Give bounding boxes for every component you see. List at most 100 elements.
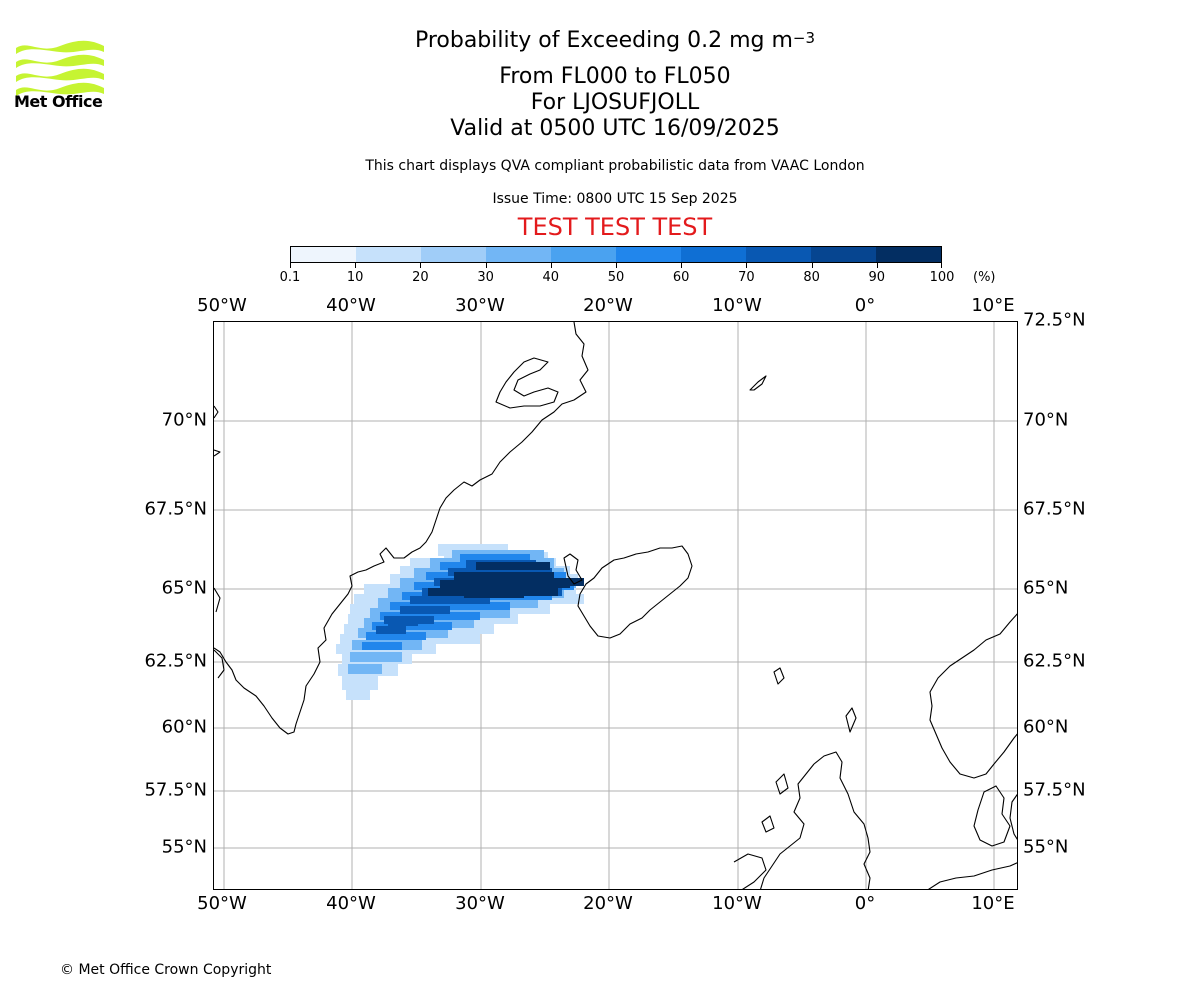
- jan-mayen-coast: [749, 375, 767, 391]
- colorbar-segment: [291, 247, 356, 262]
- colorbar-tick-label: 10: [346, 270, 364, 285]
- colorbar-tick: [941, 263, 942, 268]
- labrador-coast: [214, 405, 225, 679]
- colorbar-tick: [355, 263, 357, 268]
- plume-cell: [454, 572, 554, 580]
- chart-subtitle: This chart displays QVA compliant probab…: [365, 158, 865, 174]
- test-banner: TEST TEST TEST: [517, 213, 713, 241]
- lon-label-bottom: 30°W: [455, 893, 505, 914]
- shetland-coast: [845, 707, 857, 733]
- lat-label-right: 55°N: [1023, 836, 1069, 858]
- map-panel: [213, 321, 1018, 890]
- denmark-coast: [973, 785, 1011, 847]
- colorbar-tick-label: 50: [607, 270, 625, 285]
- lon-label-bottom: 20°W: [583, 893, 633, 914]
- plume-cell: [376, 626, 406, 634]
- lat-label-left: 70°N: [161, 409, 207, 431]
- colorbar-tick-label: 90: [868, 270, 886, 285]
- lat-label-left: 57.5°N: [144, 779, 207, 801]
- logo-text: Met Office: [14, 92, 103, 111]
- lat-label-left: 60°N: [161, 716, 207, 738]
- colorbar-segment: [746, 247, 811, 262]
- scotland-coast: [760, 751, 871, 889]
- plume-cell: [350, 652, 402, 662]
- coastlines: [214, 322, 1017, 889]
- plume-cell: [476, 562, 550, 570]
- colorbar-tick-label: 80: [803, 270, 820, 285]
- chart-title-exponent: −3: [792, 29, 816, 47]
- norway-coast: [929, 613, 1017, 779]
- faroes-coast: [773, 667, 785, 685]
- lon-label-bottom: 10°W: [712, 893, 762, 914]
- lat-label-left: 65°N: [161, 577, 207, 599]
- colorbar-tick-label: 70: [738, 270, 755, 285]
- copyright-notice: © Met Office Crown Copyright: [60, 962, 272, 978]
- colorbar-segment: [356, 247, 421, 262]
- gridlines: [214, 322, 1017, 889]
- greenland-east-inlet: [563, 553, 583, 585]
- colorbar-tick-label: 0.1: [279, 270, 301, 285]
- colorbar-tick: [485, 263, 487, 268]
- colorbar-segment: [486, 247, 551, 262]
- lon-label-top: 20°W: [583, 295, 633, 316]
- colorbar-unit: (%): [973, 270, 996, 285]
- colorbar: [290, 246, 942, 263]
- plume-cell: [440, 580, 570, 588]
- greenland-fjord-north: [495, 357, 559, 409]
- lat-label-right: 60°N: [1023, 716, 1069, 738]
- met-office-logo: [16, 40, 104, 96]
- colorbar-tick: [550, 263, 552, 268]
- colorbar-segment: [616, 247, 681, 262]
- lon-label-top: 0°: [854, 295, 876, 316]
- ireland-coast: [733, 853, 767, 889]
- plume-cell: [400, 606, 450, 614]
- greenland-coast: [214, 322, 589, 735]
- lon-label-top: 30°W: [455, 295, 505, 316]
- valid-time: Valid at 0500 UTC 16/09/2025: [450, 116, 780, 141]
- colorbar-tick-label: 40: [542, 270, 560, 285]
- colorbar-tick: [616, 263, 617, 268]
- colorbar-tick-label: 60: [672, 270, 690, 285]
- lat-label-right: 65°N: [1023, 577, 1069, 599]
- plume-cell: [464, 592, 524, 598]
- colorbar-tick: [290, 263, 291, 268]
- colorbar-tick-label: 100: [929, 270, 955, 285]
- lat-label-right: 67.5°N: [1023, 498, 1086, 520]
- plume-cell: [348, 664, 382, 674]
- plume-cell: [460, 554, 530, 562]
- lat-label-right: 72.5°N: [1023, 309, 1086, 331]
- lat-label-left: 55°N: [161, 836, 207, 858]
- ash-probability-plume: [336, 544, 584, 700]
- chart-title-main: Probability of Exceeding 0.2 mg m: [414, 28, 793, 53]
- lat-label-left: 62.5°N: [144, 650, 207, 672]
- colorbar-tick: [681, 263, 683, 268]
- colorbar-segment: [681, 247, 746, 262]
- lon-label-top: 40°W: [326, 295, 376, 316]
- lon-label-bottom: 40°W: [326, 893, 376, 914]
- map-canvas: [214, 322, 1017, 889]
- colorbar-tick-label: 20: [412, 270, 429, 285]
- colorbar-segment: [551, 247, 616, 262]
- plume-cell: [388, 620, 418, 626]
- level-range: From FL000 to FL050: [499, 64, 731, 89]
- netherlands-coast: [928, 862, 1017, 889]
- plume-cell: [342, 676, 378, 690]
- lon-label-top: 10°W: [712, 295, 762, 316]
- chart-title: Probability of Exceeding 0.2 mg m−3: [0, 28, 1200, 55]
- lon-label-bottom: 10°E: [971, 893, 1015, 914]
- lat-label-right: 62.5°N: [1023, 650, 1086, 672]
- lat-label-right: 70°N: [1023, 409, 1069, 431]
- colorbar-tick: [876, 263, 878, 268]
- lon-label-bottom: 50°W: [197, 893, 247, 914]
- volcano-name: For LJOSUFJOLL: [530, 90, 700, 115]
- lat-label-left: 67.5°N: [144, 498, 207, 520]
- plume-cell: [366, 632, 426, 640]
- hebrides-coast: [761, 773, 789, 833]
- colorbar-tick: [811, 263, 813, 268]
- colorbar-segment: [421, 247, 486, 262]
- plume-cell: [362, 642, 402, 650]
- sweden-coast: [1009, 793, 1017, 840]
- plume-cell: [414, 598, 454, 604]
- lon-label-bottom: 0°: [854, 893, 876, 914]
- issue-time: Issue Time: 0800 UTC 15 Sep 2025: [492, 191, 738, 207]
